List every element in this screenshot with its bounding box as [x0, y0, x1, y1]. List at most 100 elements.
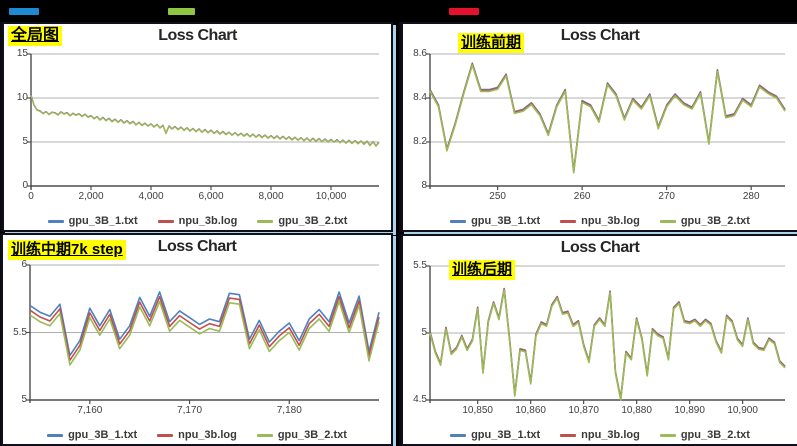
- chart-legend: gpu_3B_1.txt npu_3b.log gpu_3B_2.txt: [4, 215, 391, 227]
- y-tick-label: 5.5: [13, 326, 27, 338]
- x-tick-label: 8,000: [258, 191, 284, 202]
- chart-panel-early-training: 训练前期 Loss Chart gpu_3B_1.txt npu_3b.log gp…: [401, 22, 797, 232]
- legend-dash-icon: [659, 219, 676, 223]
- legend-label: npu_3b.log: [178, 215, 238, 227]
- y-tick-label: 8.6: [413, 48, 427, 59]
- y-tick-label: 5.5: [413, 260, 427, 271]
- chart-legend: gpu_3B_1.txt npu_3b.log gpu_3B_2.txt: [3, 429, 391, 441]
- legend-item: gpu_3B_2.txt: [257, 215, 347, 227]
- legend-item: gpu_3B_1.txt: [450, 215, 540, 227]
- x-tick-label: 280: [742, 191, 760, 202]
- legend-item: npu_3b.log: [157, 429, 237, 441]
- legend-label: gpu_3B_1.txt: [68, 215, 138, 227]
- legend-label: gpu_3B_2.txt: [278, 215, 348, 227]
- legend-dash-icon: [157, 433, 174, 437]
- legend-label: gpu_3B_2.txt: [277, 429, 347, 441]
- y-tick-label: 5: [421, 327, 427, 338]
- x-tick-label: 6,000: [198, 191, 224, 202]
- chart-legend: gpu_3B_1.txt npu_3b.log gpu_3B_2.txt: [403, 429, 797, 441]
- x-tick-label: 7,160: [77, 405, 103, 416]
- legend-item: npu_3b.log: [157, 215, 238, 227]
- y-tick-label: 10: [16, 92, 28, 103]
- x-tick-label: 0: [28, 191, 34, 202]
- red-color-bar: [449, 8, 479, 15]
- x-tick-label: 270: [658, 191, 675, 202]
- x-tick-label: 10,890: [674, 405, 705, 416]
- plot-area: [426, 53, 786, 190]
- x-tick-label: 260: [573, 191, 591, 202]
- series-line-gpu_3B_1.txt: [30, 94, 380, 147]
- annotation-label: 训练后期: [449, 260, 516, 280]
- y-tick-label: 5: [22, 136, 28, 147]
- series-line-npu_3b.log: [30, 94, 380, 147]
- y-tick-label: 8.4: [413, 92, 427, 103]
- x-tick-label: 10,900: [727, 405, 758, 416]
- chart-panel-mid-training: 训练中期7k step Loss Chart gpu_3B_1.txt npu_3…: [1, 233, 393, 446]
- chart-canvas: [426, 53, 786, 190]
- chart-title: Loss Chart: [158, 27, 237, 44]
- legend-item: gpu_3B_2.txt: [256, 429, 347, 441]
- x-tick-label: 4,000: [138, 191, 164, 202]
- green-color-bar: [168, 8, 195, 15]
- legend-label: gpu_3B_2.txt: [680, 215, 750, 227]
- y-tick-label: 8.2: [413, 136, 427, 147]
- plot-area: [27, 53, 380, 190]
- series-line-gpu_3B_2.txt: [429, 289, 786, 401]
- series-line-gpu_3B_1.txt: [429, 62, 786, 172]
- series-line-gpu_3B_2.txt: [30, 95, 380, 147]
- chart-panel-global-view: 全局图 Loss Chart gpu_3B_1.txt npu_3b.log gpu…: [2, 22, 393, 232]
- legend-item: npu_3b.log: [560, 429, 640, 441]
- legend-item: gpu_3B_2.txt: [659, 429, 750, 441]
- series-line-npu_3b.log: [29, 295, 380, 361]
- legend-dash-icon: [257, 219, 274, 223]
- annotation-label: 训练中期7k step: [8, 240, 126, 260]
- legend-label: gpu_3B_1.txt: [68, 429, 138, 441]
- y-tick-label: 5: [21, 394, 27, 405]
- legend-label: npu_3b.log: [581, 215, 640, 227]
- annotation-label: 训练前期: [458, 33, 525, 53]
- legend-dash-icon: [450, 433, 467, 437]
- series-line-npu_3b.log: [429, 63, 786, 173]
- legend-dash-icon: [256, 433, 273, 437]
- plot-area: [26, 264, 380, 404]
- x-tick-label: 10,850: [462, 405, 493, 416]
- legend-dash-icon: [47, 219, 64, 223]
- chart-panel-late-training: 训练后期 Loss Chart gpu_3B_1.txt npu_3b.log gp…: [401, 234, 797, 446]
- y-tick-label: 4.5: [413, 394, 427, 405]
- x-tick-label: 10,880: [621, 405, 652, 416]
- legend-dash-icon: [560, 433, 577, 437]
- annotation-label: 全局图: [8, 26, 63, 46]
- y-tick-label: 8: [421, 180, 427, 191]
- x-tick-label: 10,000: [315, 191, 347, 202]
- legend-label: npu_3b.log: [581, 429, 640, 441]
- legend-dash-icon: [157, 219, 174, 223]
- chart-title: Loss Chart: [560, 27, 640, 44]
- legend-item: npu_3b.log: [560, 215, 640, 227]
- y-tick-label: 6: [21, 259, 27, 270]
- series-line-gpu_3B_2.txt: [429, 64, 786, 174]
- legend-dash-icon: [560, 219, 577, 223]
- series-line-gpu_3B_1.txt: [29, 291, 380, 357]
- legend-item: gpu_3B_1.txt: [47, 215, 138, 227]
- chart-title: Loss Chart: [560, 239, 640, 256]
- legend-item: gpu_3B_1.txt: [47, 429, 137, 441]
- chart-canvas: [26, 264, 380, 404]
- chart-title: Loss Chart: [157, 238, 237, 255]
- legend-item: gpu_3B_1.txt: [450, 429, 540, 441]
- legend-dash-icon: [47, 433, 64, 437]
- x-tick-label: 7,170: [177, 405, 203, 416]
- legend-dash-icon: [659, 433, 676, 437]
- x-tick-label: 2,000: [78, 191, 104, 202]
- legend-label: npu_3b.log: [178, 429, 237, 441]
- chart-canvas: [27, 53, 380, 190]
- y-tick-label: 0: [22, 180, 28, 191]
- chart-canvas: [426, 265, 786, 404]
- series-line-gpu_3B_2.txt: [29, 300, 380, 366]
- legend-label: gpu_3B_2.txt: [680, 429, 750, 441]
- legend-item: gpu_3B_2.txt: [659, 215, 750, 227]
- legend-label: gpu_3B_1.txt: [471, 215, 541, 227]
- chart-legend: gpu_3B_1.txt npu_3b.log gpu_3B_2.txt: [403, 215, 797, 227]
- y-tick-label: 15: [16, 48, 28, 59]
- x-tick-label: 10,870: [568, 405, 599, 416]
